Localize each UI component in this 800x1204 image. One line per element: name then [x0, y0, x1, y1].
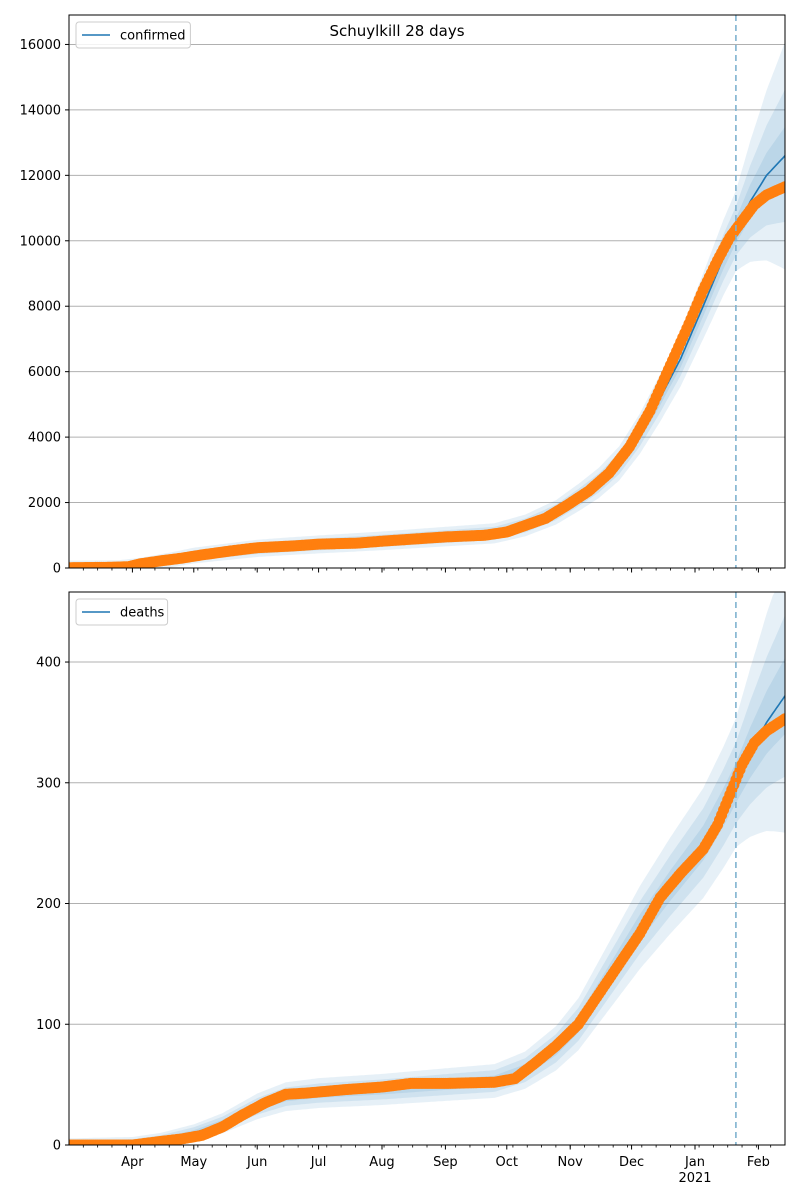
y-tick-label: 12000	[20, 169, 61, 184]
deaths-panel: 0 100 200 300 400 Apr May Jun Jul Aug Sep Oct Nov Dec…	[36, 591, 786, 1186]
x-tick-label: Aug	[369, 1155, 394, 1170]
x-tick-label: Nov	[558, 1155, 584, 1170]
axes-frame	[68, 14, 786, 569]
legend: deaths	[75, 598, 169, 626]
x-tick-label: Apr	[121, 1155, 144, 1170]
y-tick-label: 16000	[20, 38, 61, 53]
y-tick-label: 2000	[28, 496, 61, 511]
y-tick-label: 200	[36, 897, 61, 912]
observed-point	[779, 713, 785, 725]
y-tick-label: 100	[36, 1018, 61, 1033]
x-tick-label: Jun	[246, 1155, 267, 1170]
legend: confirmed	[75, 21, 191, 49]
x-tick-label: Jul	[310, 1155, 327, 1170]
legend-box	[75, 21, 191, 49]
y-tick-label: 0	[53, 1139, 61, 1154]
plot-area	[69, 41, 785, 568]
legend-label: confirmed	[120, 29, 186, 44]
x-tick-label: Dec	[619, 1155, 644, 1170]
confidence-band	[69, 41, 785, 568]
confirmed-panel: 0 2000 4000 6000 8000 10000 12000 14000 16000 con…	[20, 14, 786, 577]
legend-box	[75, 598, 169, 626]
y-tick-label: 300	[36, 776, 61, 791]
y-tick-label: 4000	[28, 431, 61, 446]
y-tick-label: 6000	[28, 365, 61, 380]
x-tick-label: May	[180, 1155, 207, 1170]
observed-series	[69, 713, 785, 1145]
y-tick-label: 8000	[28, 300, 61, 315]
legend-label: deaths	[120, 606, 165, 621]
x-tick-label: Feb	[747, 1155, 770, 1170]
x-tick-label: Jan	[684, 1155, 705, 1170]
observed-point	[779, 181, 785, 193]
observed-series	[69, 181, 785, 568]
y-tick-label: 14000	[20, 103, 61, 118]
plot-area	[69, 592, 785, 1145]
confidence-band	[69, 89, 785, 568]
x-tick-sublabel: 2021	[678, 1171, 711, 1186]
chart-title: Schuylkill 28 days	[329, 22, 464, 40]
x-tick-label: Sep	[433, 1155, 458, 1170]
y-tick-label: 0	[53, 562, 61, 577]
y-tick-label: 400	[36, 656, 61, 671]
y-tick-label: 10000	[20, 234, 61, 249]
x-tick-label: Oct	[496, 1155, 518, 1170]
confidence-band	[69, 592, 785, 1145]
